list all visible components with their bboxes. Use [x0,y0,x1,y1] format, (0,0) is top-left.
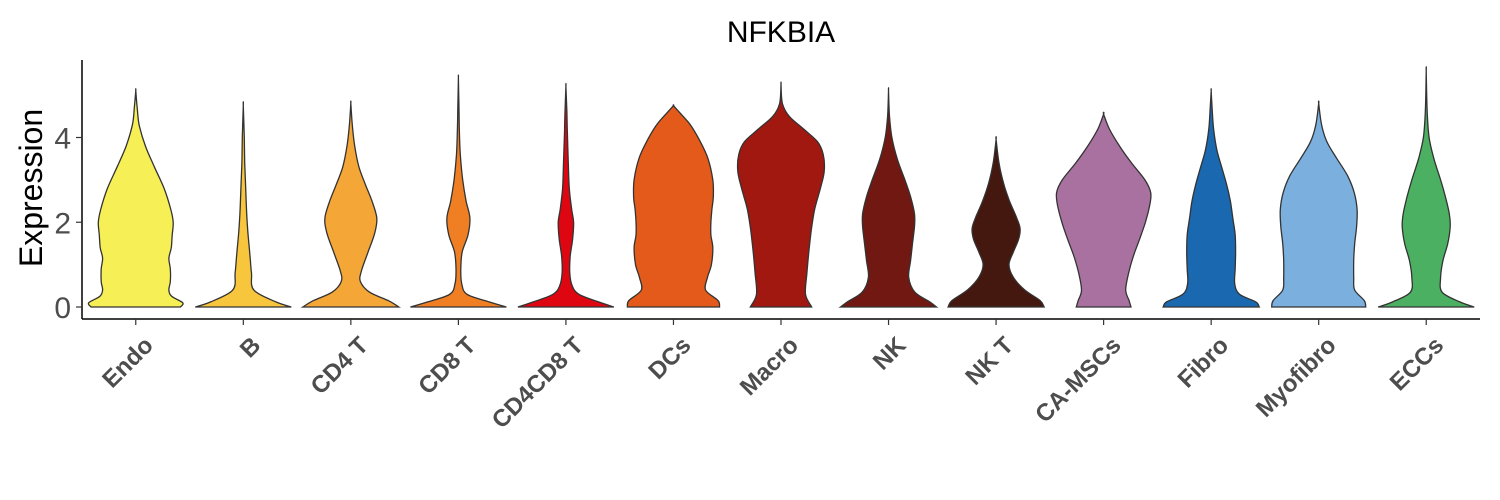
violin-nk-t [947,136,1046,308]
x-tick-label: ECCs [1385,332,1449,396]
y-ticks-group: 0 2 4 [54,123,82,325]
x-tick-label: Macro [735,332,804,401]
x-tick-label: Myofibro [1251,332,1342,423]
x-tick-label: B [235,332,266,363]
x-ticks-group: Endo B CD4 T CD8 T CD4CD8 T DCs Macro NK NK T CA-… [97,319,1449,434]
violin-cd8-t [410,74,507,308]
chart-title: NFKBIA [727,16,835,49]
violin-ca-mscs [1055,111,1152,308]
violin-cd4-t [300,100,402,308]
x-tick-label: Endo [97,332,159,394]
violin-b [195,101,292,308]
x-tick-label: NK [868,331,912,375]
x-tick-label: CD4 T [306,332,374,400]
violin-eccs [1377,66,1475,308]
y-tick-label: 0 [54,292,71,325]
x-tick-label: NK T [960,332,1019,391]
violin-macro [736,81,826,308]
x-tick-label: CD8 T [413,332,481,400]
y-axis-label: Expression [13,109,49,267]
violin-fibro [1162,88,1261,308]
violin-cd4cd8-t [517,82,615,308]
violin-nk [838,87,939,308]
y-tick-label: 2 [54,207,71,240]
x-tick-label: DCs [643,332,696,385]
x-tick-label: CD4CD8 T [487,332,589,434]
violins-group [87,66,1475,308]
x-tick-label: Fibro [1173,332,1235,394]
violin-dcs [626,104,721,308]
violin-myofibro [1270,100,1367,308]
violin-endo [87,88,184,308]
x-tick-label: CA-MSCs [1030,332,1126,428]
y-tick-label: 4 [54,123,71,156]
